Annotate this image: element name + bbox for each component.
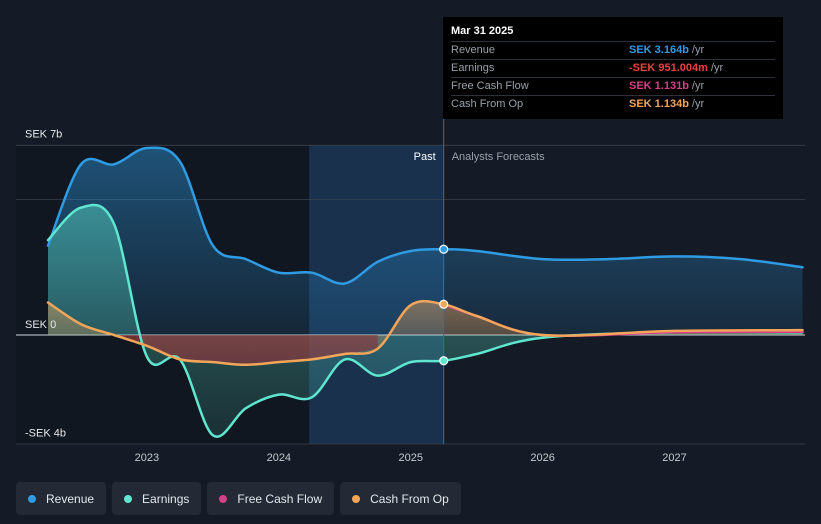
x-tick-label: 2023 bbox=[135, 452, 159, 464]
data-tooltip: Mar 31 2025 Revenue SEK 3.164b /yr Earni… bbox=[443, 17, 783, 119]
tooltip-unit: /yr bbox=[691, 98, 705, 110]
tooltip-row-revenue: Revenue SEK 3.164b /yr bbox=[451, 41, 775, 59]
legend-dot-icon bbox=[352, 494, 361, 503]
legend-dot-icon bbox=[219, 494, 228, 503]
data-point-marker bbox=[439, 244, 449, 254]
series-area-revenue bbox=[48, 147, 803, 335]
tooltip-label: Cash From Op bbox=[451, 98, 524, 110]
y-tick-label: SEK 0 bbox=[25, 319, 56, 331]
legend-dot-icon bbox=[28, 494, 36, 503]
tooltip-unit: /yr bbox=[710, 62, 724, 74]
legend-label: Revenue bbox=[46, 491, 95, 506]
legend-label: Cash From Op bbox=[370, 491, 449, 506]
series-line-cash-from-op bbox=[46, 299, 804, 367]
forecast-label: Analysts Forecasts bbox=[452, 151, 545, 163]
tooltip-value: SEK 1.131b bbox=[629, 80, 689, 92]
legend-dot-icon bbox=[124, 494, 133, 503]
tooltip-label: Earnings bbox=[451, 62, 495, 74]
series-line-earnings bbox=[46, 203, 804, 438]
tooltip-row-earnings: Earnings -SEK 951.004m /yr bbox=[451, 59, 775, 77]
data-point-marker bbox=[439, 299, 449, 309]
tooltip-row-free-cash-flow: Free Cash Flow SEK 1.131b /yr bbox=[451, 77, 775, 95]
chart-legend: Revenue Earnings Free Cash Flow Cash Fro… bbox=[16, 482, 467, 515]
y-tick-label: SEK 7b bbox=[25, 128, 62, 140]
series-area-earnings bbox=[48, 204, 803, 437]
past-label: Past bbox=[414, 151, 436, 163]
tooltip-unit: /yr bbox=[691, 80, 705, 92]
tooltip-label: Revenue bbox=[451, 44, 496, 56]
legend-label: Free Cash Flow bbox=[237, 491, 323, 506]
series-line-revenue bbox=[46, 146, 804, 285]
tooltip-value: -SEK 951.004m bbox=[629, 62, 708, 74]
tooltip-value: SEK 1.134b bbox=[629, 98, 689, 110]
legend-item-revenue[interactable]: Revenue bbox=[16, 482, 107, 515]
legend-item-earnings[interactable]: Earnings bbox=[112, 482, 202, 515]
tooltip-value: SEK 3.164b bbox=[629, 44, 689, 56]
legend-label: Earnings bbox=[142, 491, 190, 506]
x-tick-label: 2026 bbox=[530, 452, 554, 464]
x-tick-label: 2024 bbox=[267, 452, 291, 464]
x-tick-label: 2025 bbox=[398, 452, 422, 464]
y-tick-label: -SEK 4b bbox=[25, 427, 66, 439]
loss-area bbox=[114, 335, 378, 365]
tooltip-label: Free Cash Flow bbox=[451, 80, 529, 92]
tooltip-unit: /yr bbox=[691, 44, 705, 56]
data-point-marker bbox=[439, 356, 449, 366]
legend-item-free-cash-flow[interactable]: Free Cash Flow bbox=[207, 482, 335, 515]
tooltip-row-cash-from-op: Cash From Op SEK 1.134b /yr bbox=[451, 95, 775, 113]
x-tick-label: 2027 bbox=[662, 452, 686, 464]
legend-item-cash-from-op[interactable]: Cash From Op bbox=[340, 482, 461, 515]
tooltip-date: Mar 31 2025 bbox=[451, 25, 514, 37]
